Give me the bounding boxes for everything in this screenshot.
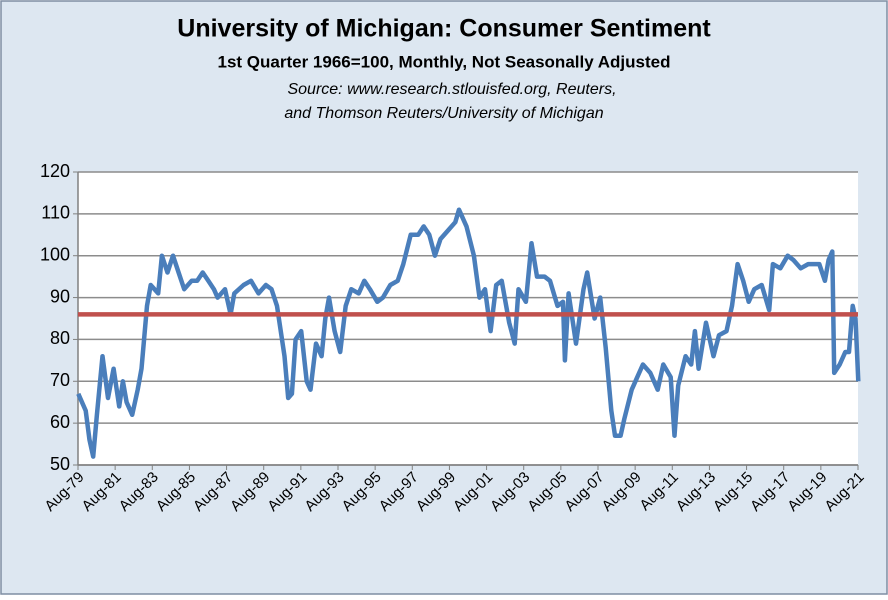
y-tick-label: 120 — [40, 161, 70, 181]
chart-subtitle: 1st Quarter 1966=100, Monthly, Not Seaso… — [217, 52, 670, 71]
y-tick-label: 110 — [41, 203, 70, 223]
chart-title: University of Michigan: Consumer Sentime… — [177, 15, 711, 43]
y-tick-label: 80 — [50, 328, 70, 348]
y-tick-label: 70 — [50, 370, 70, 390]
source-note: Source: www.research.stlouisfed.org, Reu… — [287, 81, 616, 98]
plot-area — [78, 172, 858, 465]
source-note: and Thomson Reuters/University of Michig… — [284, 105, 603, 122]
y-tick-label: 60 — [50, 412, 70, 432]
line-series — [76, 207, 861, 459]
y-tick-label: 90 — [50, 286, 70, 306]
y-tick-label: 50 — [50, 454, 70, 474]
y-tick-label: 100 — [40, 244, 70, 264]
